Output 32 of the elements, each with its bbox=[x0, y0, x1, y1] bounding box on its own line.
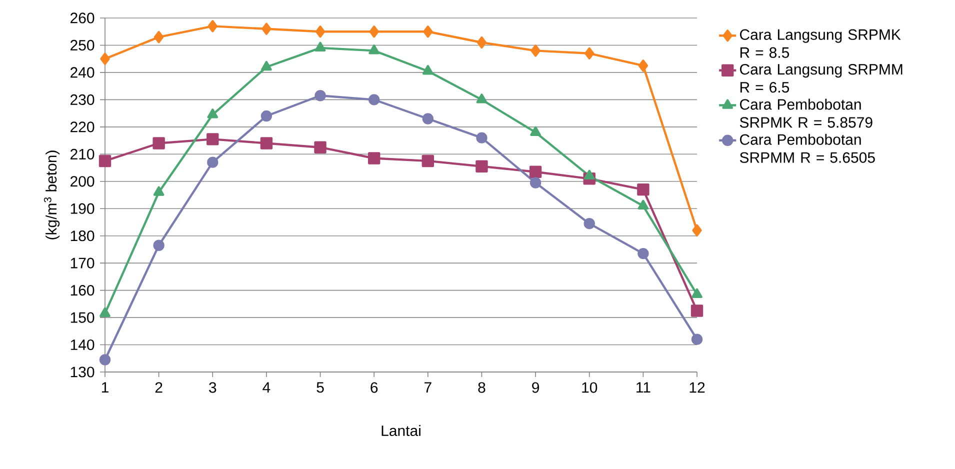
x-tick-label: 9 bbox=[532, 382, 539, 393]
x-axis-title: Lantai bbox=[382, 425, 420, 436]
x-tick-label: 5 bbox=[316, 382, 324, 393]
legend-label: Cara Langsung SRPMM R = 6.5 bbox=[740, 64, 902, 93]
y-tick-label: 150 bbox=[70, 312, 94, 323]
x-tick-label: 12 bbox=[690, 382, 705, 393]
y-tick-label: 220 bbox=[70, 122, 94, 132]
legend-label: Cara Pembobotan SRPMM R = 5.6505 bbox=[740, 134, 875, 163]
y-tick-label: 240 bbox=[70, 67, 94, 78]
y-tick-label: 130 bbox=[70, 366, 94, 378]
y-tick-label: 210 bbox=[70, 148, 94, 160]
y-tick-label: 250 bbox=[70, 40, 94, 51]
y-tick-label: 190 bbox=[70, 203, 94, 214]
x-tick-label: 7 bbox=[424, 382, 432, 393]
legend-label: Cara Pembobotan SRPMK R = 5.8579 bbox=[740, 98, 872, 128]
y-axis-title: (kg/m$^{3}$ beton) bbox=[44, 150, 60, 240]
y-tick-label: 160 bbox=[70, 284, 94, 296]
y-tick-label: 200 bbox=[70, 176, 94, 187]
y-tick-label: 170 bbox=[70, 258, 94, 268]
y-tick-label: 230 bbox=[70, 94, 94, 105]
y-tick-label: 260 bbox=[70, 12, 94, 24]
x-tick-label: 2 bbox=[155, 382, 162, 393]
x-tick-label: 6 bbox=[370, 382, 378, 393]
x-tick-label: 1 bbox=[102, 382, 108, 393]
x-tick-label: 3 bbox=[209, 382, 216, 393]
y-tick-label: 140 bbox=[70, 339, 94, 350]
x-tick-label: 10 bbox=[582, 382, 598, 393]
y-tick-label: 180 bbox=[70, 230, 94, 242]
legend-label: Cara Langsung SRPMK R = 8.5 bbox=[740, 29, 901, 58]
x-tick-label: 4 bbox=[262, 382, 270, 393]
x-tick-label: 11 bbox=[636, 382, 650, 393]
x-tick-label: 8 bbox=[478, 382, 486, 393]
